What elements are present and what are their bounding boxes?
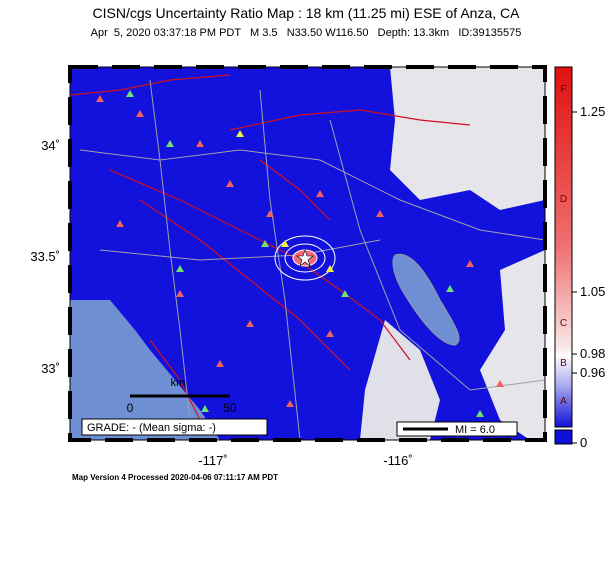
colorbar-tick-label: 1.05	[580, 284, 605, 299]
salton-sea	[392, 253, 460, 346]
scale-start: 0	[127, 401, 134, 415]
low-uncertainty-area	[360, 320, 440, 440]
intensity-box	[396, 421, 518, 437]
colorbar-tick-label: 0	[580, 435, 587, 450]
scale-unit: km	[171, 377, 186, 389]
lat-label: 33.5˚	[30, 249, 60, 264]
grade-box	[81, 418, 268, 436]
colorbar-tick-label: 1.25	[580, 104, 605, 119]
colorbar-zero	[554, 429, 573, 445]
lon-label: -117˚	[198, 453, 227, 468]
station-yellow	[236, 130, 334, 272]
scale-bar: km 0 50	[127, 377, 237, 415]
epicenter	[296, 249, 314, 267]
low-uncertainty-area	[480, 250, 545, 440]
grade: GRADE: - (Mean sigma: -)	[87, 422, 216, 434]
grade-letter: D	[560, 194, 567, 205]
stations	[96, 90, 504, 417]
colorbar-tick-label: 0.98	[580, 346, 605, 361]
subtitle: Apr 5, 2020 03:37:18 PM PDT M 3.5 N33.50…	[91, 27, 522, 39]
grade-letter: C	[560, 318, 567, 329]
intensity: MI = 6.0	[455, 424, 495, 436]
contours	[274, 235, 336, 281]
title: CISN/cgs Uncertainty Ratio Map : 18 km (…	[93, 5, 521, 21]
scale-end: 50	[223, 401, 237, 415]
grade-letter: A	[560, 396, 567, 407]
lat-labels: 34˚ 33.5˚ 33˚	[30, 138, 60, 376]
grade-letter: B	[560, 358, 567, 369]
colorbar-ticks: 1.25 1.05 0.98 0.96 0	[572, 104, 605, 450]
footer: Map Version 4 Processed 2020-04-06 07:11…	[72, 473, 278, 482]
grade-letter: F	[560, 84, 566, 95]
lat-label: 33˚	[41, 361, 60, 376]
low-uncertainty-area	[390, 67, 545, 210]
lat-label: 34˚	[41, 138, 60, 153]
lon-label: -116˚	[383, 453, 412, 468]
map-frame-inner	[69, 66, 546, 441]
map-area: km 0 50 GRADE: - (Mean sigma: -) MI = 6.…	[70, 67, 545, 440]
colorbar	[554, 66, 573, 428]
colorbar-grades: F D C B A	[560, 84, 567, 407]
colorbar-tick-label: 0.96	[580, 365, 605, 380]
ocean	[70, 300, 220, 440]
lon-labels: -117˚ -116˚	[198, 453, 412, 468]
roads	[79, 79, 545, 440]
